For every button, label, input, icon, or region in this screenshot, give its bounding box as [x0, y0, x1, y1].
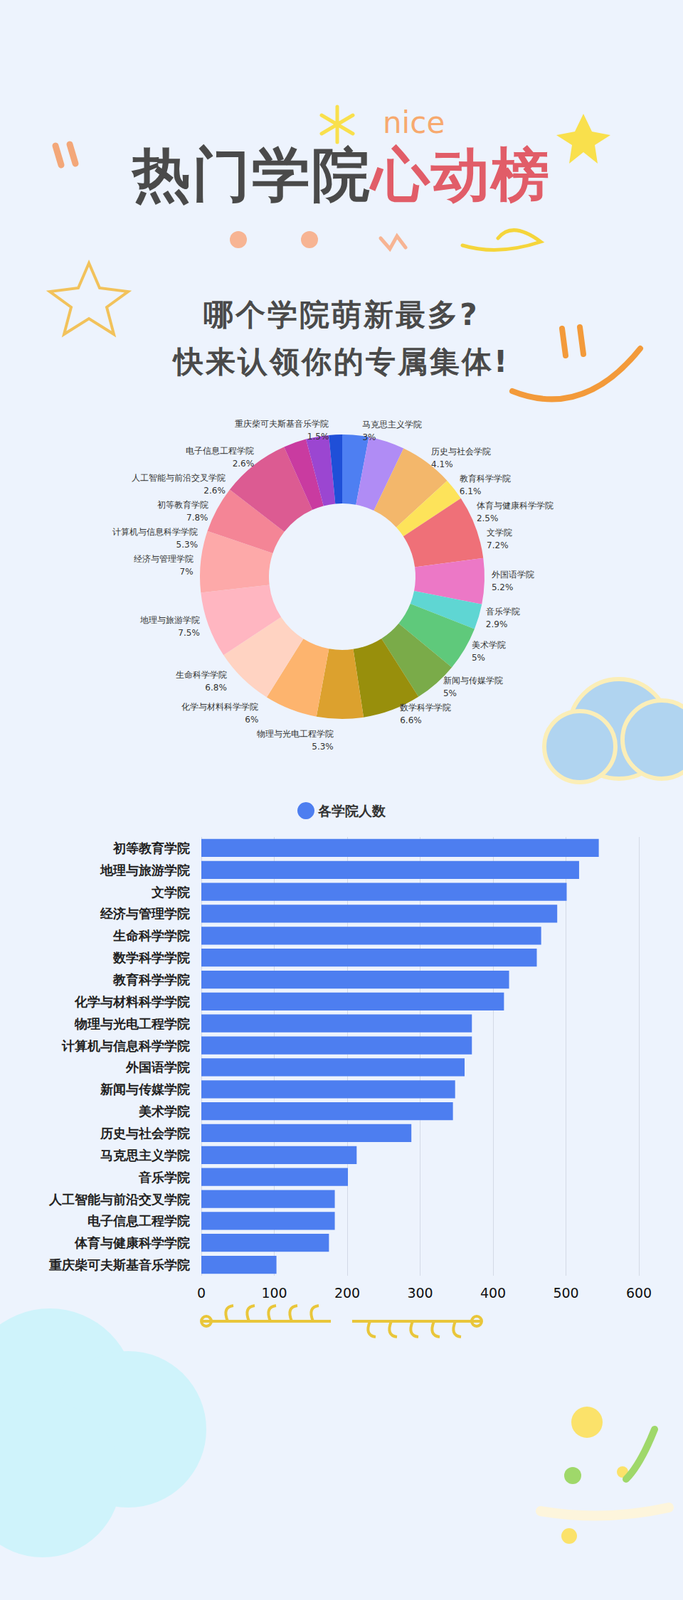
svg-text:数学科学学院: 数学科学学院	[112, 950, 190, 966]
svg-text:地理与旅游学院: 地理与旅游学院	[139, 615, 200, 626]
svg-text:新闻与传媒学院: 新闻与传媒学院	[99, 1082, 190, 1098]
svg-text:美术学院: 美术学院	[471, 640, 506, 651]
svg-text:人工智能与前沿交叉学院: 人工智能与前沿交叉学院	[131, 473, 226, 484]
svg-text:重庆柴可夫斯基音乐学院: 重庆柴可夫斯基音乐学院	[234, 419, 329, 430]
svg-text:计算机与信息科学学院: 计算机与信息科学学院	[61, 1038, 190, 1054]
svg-text:300: 300	[406, 1285, 433, 1302]
svg-text:地理与旅游学院: 地理与旅游学院	[99, 862, 190, 878]
svg-text:初等教育学院: 初等教育学院	[157, 500, 209, 511]
svg-text:数学科学学院: 数学科学学院	[399, 702, 452, 713]
svg-text:500: 500	[552, 1285, 579, 1302]
svg-text:历史与社会学院: 历史与社会学院	[99, 1126, 190, 1142]
svg-text:外国语学院: 外国语学院	[491, 569, 535, 580]
svg-text:7.5%: 7.5%	[177, 628, 200, 639]
svg-text:7.8%: 7.8%	[186, 512, 209, 523]
svg-text:经济与管理学院: 经济与管理学院	[99, 906, 190, 922]
svg-text:6%: 6%	[244, 715, 259, 725]
svg-text:文学院: 文学院	[486, 527, 513, 538]
svg-text:化学与材料科学学院: 化学与材料科学学院	[73, 994, 190, 1010]
svg-text:4.1%: 4.1%	[431, 459, 454, 470]
svg-text:体育与健康科学学院: 体育与健康科学学院	[73, 1235, 190, 1251]
svg-text:外国语学院: 外国语学院	[125, 1060, 190, 1076]
svg-text:2.5%: 2.5%	[476, 513, 499, 524]
svg-text:5.3%: 5.3%	[176, 539, 199, 550]
svg-text:生命科学学院: 生命科学学院	[175, 670, 227, 681]
svg-text:物理与光电工程学院: 物理与光电工程学院	[256, 729, 334, 740]
svg-text:计算机与信息科学学院: 计算机与信息科学学院	[112, 527, 198, 538]
svg-text:2.9%: 2.9%	[485, 619, 508, 630]
svg-text:1.5%: 1.5%	[307, 431, 330, 442]
svg-text:400: 400	[480, 1285, 506, 1302]
svg-text:100: 100	[261, 1285, 287, 1302]
svg-text:200: 200	[334, 1285, 360, 1302]
svg-text:5.2%: 5.2%	[491, 582, 514, 593]
svg-text:文学院: 文学院	[150, 885, 190, 900]
svg-text:5%: 5%	[471, 653, 486, 664]
svg-text:经济与管理学院: 经济与管理学院	[133, 554, 194, 565]
svg-text:5%: 5%	[443, 688, 457, 699]
svg-text:3%: 3%	[362, 432, 376, 443]
svg-text:7%: 7%	[179, 567, 194, 577]
html-text:哪个学院萌新最多?: 哪个学院萌新最多?	[203, 297, 480, 333]
svg-text:6.6%: 6.6%	[399, 715, 422, 726]
svg-text:物理与光电工程学院: 物理与光电工程学院	[73, 1016, 190, 1032]
svg-text:美术学院: 美术学院	[138, 1104, 190, 1120]
svg-text:音乐学院: 音乐学院	[138, 1170, 190, 1186]
svg-text:重庆柴可夫斯基音乐学院: 重庆柴可夫斯基音乐学院	[48, 1257, 190, 1273]
svg-text:人工智能与前沿交叉学院: 人工智能与前沿交叉学院	[48, 1192, 190, 1208]
svg-text:0: 0	[197, 1285, 206, 1302]
svg-text:化学与材料科学学院: 化学与材料科学学院	[181, 702, 259, 713]
svg-text:2.6%: 2.6%	[203, 485, 226, 496]
svg-text:马克思主义学院: 马克思主义学院	[362, 419, 422, 430]
svg-text:6.8%: 6.8%	[204, 683, 227, 693]
svg-text:5.3%: 5.3%	[311, 742, 334, 753]
svg-text:体育与健康科学学院: 体育与健康科学学院	[476, 500, 554, 511]
svg-text:马克思主义学院: 马克思主义学院	[100, 1148, 190, 1164]
svg-text:生命科学学院: 生命科学学院	[112, 928, 190, 944]
svg-text:各学院人数: 各学院人数	[317, 803, 387, 819]
svg-text:电子信息工程学院: 电子信息工程学院	[87, 1213, 190, 1229]
svg-text:600: 600	[626, 1285, 652, 1302]
svg-text:教育科学学院: 教育科学学院	[112, 972, 190, 988]
svg-text:6.1%: 6.1%	[459, 486, 482, 497]
svg-text:初等教育学院: 初等教育学院	[112, 840, 190, 856]
svg-text:历史与社会学院: 历史与社会学院	[431, 446, 491, 457]
svg-text:电子信息工程学院: 电子信息工程学院	[185, 446, 254, 457]
svg-text:音乐学院: 音乐学院	[485, 606, 521, 617]
svg-text:新闻与传媒学院: 新闻与传媒学院	[443, 675, 504, 686]
svg-text:教育科学学院: 教育科学学院	[459, 473, 511, 484]
svg-text:2.6%: 2.6%	[232, 458, 255, 469]
html-text:快来认领你的专属集体!: 快来认领你的专属集体!	[173, 344, 510, 380]
html-text:热门学院心动榜: 热门学院心动榜	[132, 140, 551, 209]
html-text:nice: nice	[382, 105, 445, 141]
svg-text:7.2%: 7.2%	[486, 540, 509, 551]
